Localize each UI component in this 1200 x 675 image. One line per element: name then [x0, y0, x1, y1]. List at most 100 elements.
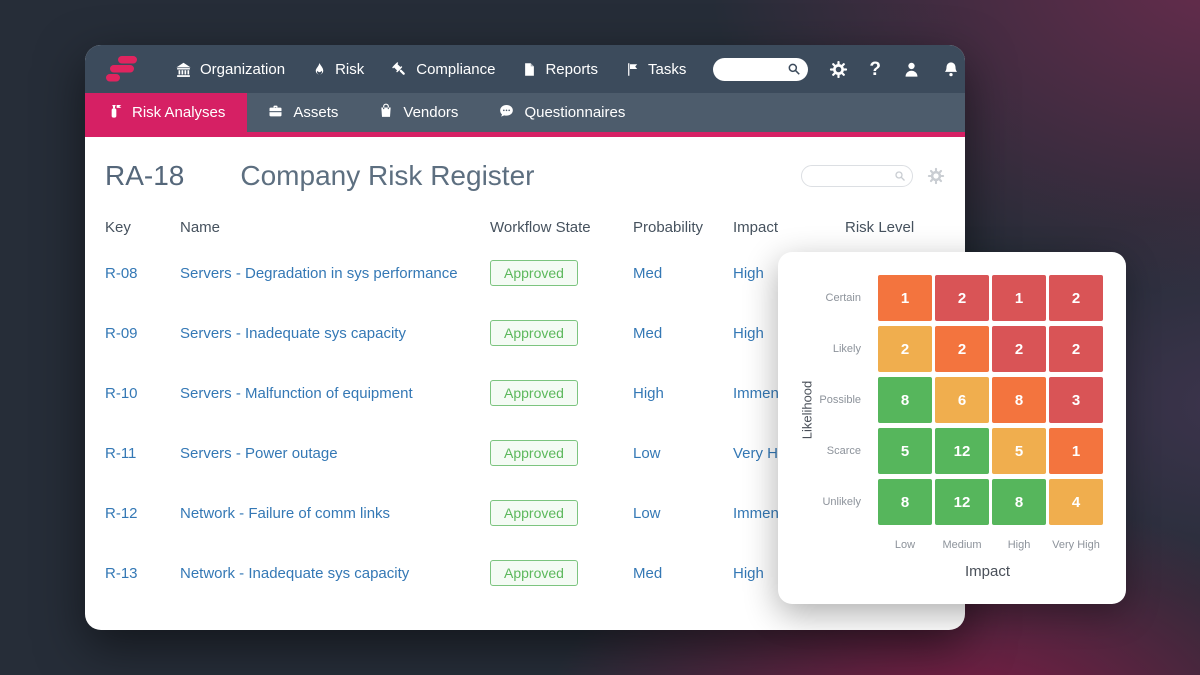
cell-workflow-state: Approved — [490, 440, 633, 466]
matrix-cell[interactable]: 2 — [935, 275, 989, 321]
briefcase-icon — [267, 103, 284, 123]
notifications-icon[interactable] — [942, 60, 960, 79]
tab-assets[interactable]: Assets — [247, 93, 358, 132]
user-icon[interactable] — [902, 60, 921, 79]
cell-impact: High — [733, 564, 764, 582]
matrix-cell[interactable]: 2 — [992, 326, 1046, 372]
report-icon — [522, 61, 537, 78]
cell-workflow-state: Approved — [490, 260, 633, 286]
tab-label: Risk Analyses — [132, 104, 226, 121]
column-header-impact[interactable]: Impact — [733, 218, 779, 236]
matrix-cell[interactable]: 1 — [992, 275, 1046, 321]
table-row[interactable]: R-08 Servers - Degradation in sys perfor… — [105, 243, 945, 303]
matrix-cell[interactable]: 3 — [1049, 377, 1103, 423]
matrix-row-label: Unlikely — [822, 496, 861, 508]
shopping-bag-icon — [378, 102, 394, 123]
matrix-cell[interactable]: 1 — [1049, 428, 1103, 474]
matrix-cell[interactable]: 5 — [992, 428, 1046, 474]
tab-label: Questionnaires — [524, 104, 626, 121]
matrix-cell[interactable]: 8 — [878, 479, 932, 525]
matrix-cell[interactable]: 6 — [935, 377, 989, 423]
nav-item-label: Compliance — [416, 60, 496, 78]
topnav-right-group: ? — [713, 57, 960, 81]
cell-key[interactable]: R-11 — [105, 444, 137, 462]
cell-probability: Med — [633, 264, 663, 282]
table-header-row: Key Name Workflow State Probability Impa… — [105, 211, 945, 243]
matrix-cell[interactable]: 2 — [878, 326, 932, 372]
search-icon — [895, 171, 905, 181]
column-header-name[interactable]: Name — [180, 218, 221, 236]
cell-name[interactable]: Network - Failure of comm links — [180, 504, 391, 522]
matrix-cell[interactable]: 12 — [935, 428, 989, 474]
risk-matrix-grid: Certain 1 2 1 2 Likely 2 2 2 2 Possible … — [778, 275, 1126, 525]
cell-name[interactable]: Servers - Inadequate sys capacity — [180, 324, 406, 342]
status-badge: Approved — [490, 500, 578, 526]
matrix-row-label: Certain — [825, 292, 861, 304]
matrix-cell[interactable]: 1 — [878, 275, 932, 321]
app-logo[interactable] — [103, 53, 143, 85]
help-icon[interactable]: ? — [869, 58, 881, 80]
table-search-input[interactable] — [801, 165, 913, 187]
cell-name[interactable]: Network - Inadequate sys capacity — [180, 564, 410, 582]
status-badge: Approved — [490, 440, 578, 466]
matrix-row-label: Possible — [819, 394, 861, 406]
tab-questionnaires[interactable]: Questionnaires — [478, 93, 645, 132]
cell-key[interactable]: R-08 — [105, 264, 138, 282]
status-badge: Approved — [490, 380, 578, 406]
cell-key[interactable]: R-13 — [105, 564, 138, 582]
status-badge: Approved — [490, 560, 578, 586]
cell-probability: Low — [633, 444, 661, 462]
nav-item-organization[interactable]: Organization — [175, 61, 285, 78]
matrix-row-label: Scarce — [826, 445, 861, 457]
cell-impact: High — [733, 264, 764, 282]
tab-risk-analyses[interactable]: Risk Analyses — [85, 93, 248, 132]
bank-icon — [175, 61, 192, 78]
matrix-cell[interactable]: 2 — [1049, 326, 1103, 372]
matrix-cell[interactable]: 8 — [992, 479, 1046, 525]
matrix-cell[interactable]: 2 — [935, 326, 989, 372]
cell-key[interactable]: R-09 — [105, 324, 138, 342]
settings-icon[interactable] — [829, 60, 848, 79]
cell-key[interactable]: R-12 — [105, 504, 138, 522]
table-row[interactable]: R-13 Network - Inadequate sys capacity A… — [105, 543, 945, 603]
matrix-cell[interactable]: 2 — [1049, 275, 1103, 321]
cell-probability: High — [633, 384, 664, 402]
column-header-key[interactable]: Key — [105, 218, 131, 236]
nav-item-label: Organization — [200, 60, 286, 78]
status-badge: Approved — [490, 260, 578, 286]
nav-item-risk[interactable]: Risk — [312, 61, 364, 78]
analysis-key: RA-18 — [105, 160, 185, 191]
matrix-col-label: Low — [894, 539, 916, 551]
flame-icon — [312, 61, 327, 78]
cell-probability: Med — [633, 324, 663, 342]
matrix-cell[interactable]: 12 — [935, 479, 989, 525]
nav-item-tasks[interactable]: Tasks — [625, 61, 686, 78]
matrix-cell[interactable]: 8 — [878, 377, 932, 423]
column-header-risk-level[interactable]: Risk Level — [845, 218, 915, 236]
matrix-cell[interactable]: 8 — [992, 377, 1046, 423]
cell-name[interactable]: Servers - Power outage — [180, 444, 338, 462]
tab-vendors[interactable]: Vendors — [358, 93, 478, 132]
cell-name[interactable]: Servers - Degradation in sys performance — [180, 264, 458, 282]
matrix-cell[interactable]: 5 — [878, 428, 932, 474]
flag-icon — [625, 61, 640, 78]
cell-workflow-state: Approved — [490, 500, 633, 526]
cell-workflow-state: Approved — [490, 560, 633, 586]
page-header-actions — [801, 165, 945, 187]
nav-item-reports[interactable]: Reports — [522, 61, 598, 78]
column-header-probability[interactable]: Probability — [633, 218, 704, 236]
global-search-input[interactable] — [713, 57, 809, 81]
nav-item-compliance[interactable]: Compliance — [391, 61, 495, 78]
module-tab-bar: Risk Analyses Assets Vendors Questionnai… — [85, 93, 965, 137]
table-settings-icon[interactable] — [927, 167, 945, 185]
cell-name[interactable]: Servers - Malfunction of equipment — [180, 384, 413, 402]
table-row[interactable]: R-09 Servers - Inadequate sys capacity A… — [105, 303, 945, 363]
cell-key[interactable]: R-10 — [105, 384, 138, 402]
matrix-col-label: Medium — [942, 539, 982, 551]
matrix-x-axis-label: Impact — [964, 563, 1010, 580]
fire-extinguisher-icon — [107, 102, 123, 124]
table-row[interactable]: R-12 Network - Failure of comm links App… — [105, 483, 945, 543]
matrix-cell[interactable]: 4 — [1049, 479, 1103, 525]
column-header-workflow-state[interactable]: Workflow State — [490, 218, 591, 236]
